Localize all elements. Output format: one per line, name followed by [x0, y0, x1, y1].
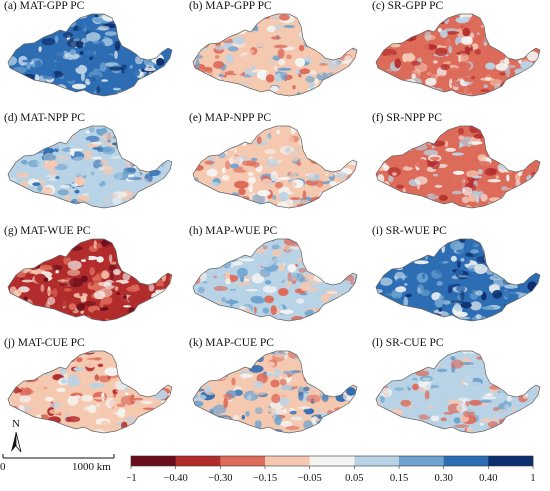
- panel-title: (j) MAT-CUE PC: [4, 337, 85, 349]
- panel-title: (k) MAP-CUE PC: [189, 337, 274, 349]
- map-panel: (g) MAT-WUE PC: [0, 225, 180, 330]
- map-region: [192, 350, 358, 434]
- map-region: [192, 125, 358, 209]
- map-region: [7, 350, 173, 434]
- legend-tick-label: 0.30: [434, 473, 452, 484]
- scale-start-label: 0: [0, 461, 6, 473]
- legend-swatch: [399, 456, 444, 466]
- map-panel: (c) SR-GPP PC: [368, 0, 548, 105]
- legend-tick-label: 0.05: [345, 473, 363, 484]
- legend-tick-label: 1: [530, 473, 535, 484]
- legend-tick-label: −0.30: [208, 473, 232, 484]
- panel-title: (l) SR-CUE PC: [372, 337, 444, 349]
- map-region: [7, 13, 173, 97]
- map-panel: (f) SR-NPP PC: [368, 112, 548, 217]
- map-region: [7, 125, 173, 209]
- legend-tick-label: 0.15: [390, 473, 408, 484]
- map-panel: (b) MAP-GPP PC: [185, 0, 365, 105]
- map-region: [7, 238, 173, 322]
- map-panel: (d) MAT-NPP PC: [0, 112, 180, 217]
- legend-tick-label: −0.15: [253, 473, 277, 484]
- map-region: [192, 238, 358, 322]
- panel-title: (e) MAP-NPP PC: [189, 112, 272, 124]
- map-panel: (e) MAP-NPP PC: [185, 112, 365, 217]
- legend-swatch: [220, 456, 266, 466]
- panel-title: (c) SR-GPP PC: [372, 0, 444, 12]
- map-panel: (i) SR-WUE PC: [368, 225, 548, 330]
- map-panel: (k) MAP-CUE PC: [185, 337, 365, 442]
- map-panel: (j) MAT-CUE PC: [0, 337, 180, 442]
- map-panel: (l) SR-CUE PC: [368, 337, 548, 442]
- legend-tick-label: −0.05: [298, 473, 322, 484]
- map-region: [375, 350, 541, 434]
- legend-svg: −1 −0.40 −0.30 −0.15 −0.05 0.05 0.15 0.30 0.40 1: [125, 455, 536, 484]
- legend-tick-label: −1: [127, 473, 137, 484]
- map-region: [375, 13, 541, 97]
- map-furniture: N 0 1000 km: [0, 418, 130, 486]
- north-arrow-icon: [11, 431, 22, 453]
- map-panel: (h) MAP-WUE PC: [185, 225, 365, 330]
- panel-title: (i) SR-WUE PC: [372, 225, 447, 237]
- map-region: [375, 125, 541, 209]
- legend-colorbar: −1 −0.40 −0.30 −0.15 −0.05 0.05 0.15 0.30 0.40 1: [125, 454, 541, 486]
- legend-swatch: [175, 456, 221, 466]
- map-region: [375, 238, 541, 322]
- legend-tick-label: −0.40: [164, 473, 188, 484]
- panel-title: (b) MAP-GPP PC: [189, 0, 272, 12]
- legend-swatch: [309, 456, 355, 466]
- legend-swatch: [443, 456, 489, 466]
- panel-title: (h) MAP-WUE PC: [189, 225, 278, 237]
- legend-swatch: [131, 456, 176, 466]
- scale-bar: [2, 454, 115, 459]
- map-panel: (a) MAT-GPP PC: [0, 0, 180, 105]
- legend-swatch: [354, 456, 400, 466]
- north-label: N: [12, 418, 20, 430]
- panel-title: (f) SR-NPP PC: [372, 112, 442, 124]
- panel-title: (a) MAT-GPP PC: [4, 0, 85, 12]
- legend-swatch: [488, 456, 534, 466]
- legend-tick-label: 0.40: [479, 473, 497, 484]
- scale-end-label: 1000 km: [72, 461, 111, 473]
- panel-title: (g) MAT-WUE PC: [4, 225, 91, 237]
- map-region: [192, 13, 358, 97]
- panel-title: (d) MAT-NPP PC: [4, 112, 85, 124]
- legend-swatch: [265, 456, 310, 466]
